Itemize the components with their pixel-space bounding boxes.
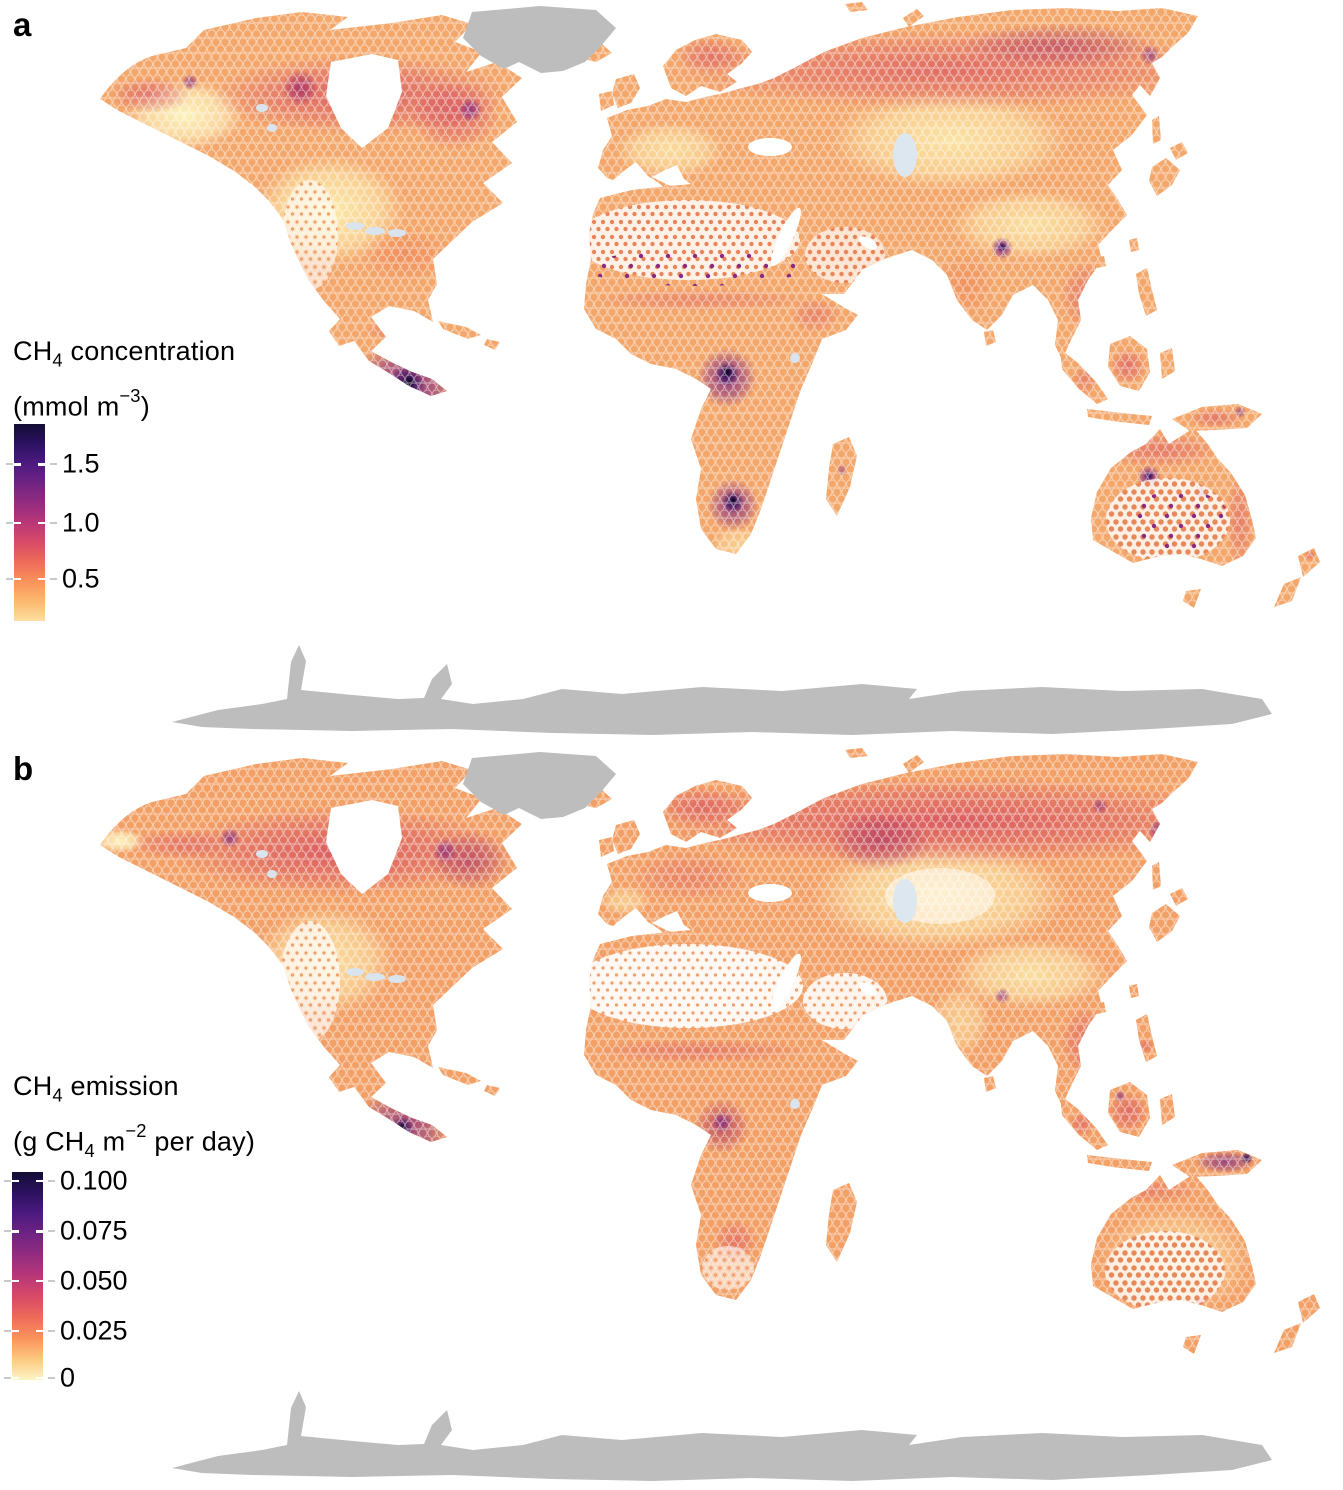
legend-units-b: (g CH4 m−2 per day) xyxy=(13,1120,256,1162)
colorbar-tick xyxy=(4,1376,11,1379)
colorbar-tick-label: 0.5 xyxy=(62,563,100,594)
legend-title-line1-b: CH4 emission xyxy=(13,1071,179,1106)
panel-label-a: a xyxy=(13,6,32,43)
legend-title-a: CH4 concentration (mmol m−3) xyxy=(13,333,235,425)
colorbar-tick xyxy=(6,521,13,524)
colorbar-tick xyxy=(38,463,45,466)
colorbar-b: 0.100 0.075 0.050 0.025 0 xyxy=(4,1165,128,1392)
legend-title-b: CH4 emission (g CH4 m−2 per day) xyxy=(13,1068,255,1170)
colorbar-tick-label: 0.075 xyxy=(60,1215,128,1246)
colorbar-tick xyxy=(12,1329,19,1333)
colorbar-tick xyxy=(48,1376,55,1379)
sea-shapes xyxy=(326,54,917,267)
colorbar-tick xyxy=(12,1376,19,1380)
sea-shapes xyxy=(326,800,917,1013)
colorbar-tick xyxy=(36,1376,43,1380)
legend-title-line1-a: CH4 concentration xyxy=(13,336,236,371)
colorbar-tick-label: 1.5 xyxy=(62,448,100,479)
colorbar-tick xyxy=(4,1179,11,1182)
colorbar-tick xyxy=(48,1230,55,1233)
colorbar-tick xyxy=(38,521,45,525)
colorbar-tick xyxy=(4,1329,11,1332)
colorbar-tick xyxy=(6,577,13,580)
colorbar-tick xyxy=(14,577,21,581)
panel-label-b: b xyxy=(13,750,34,787)
colorbar-tick xyxy=(12,1230,19,1233)
colorbar-tick xyxy=(36,1179,43,1183)
colorbar-labels-a: 1.5 1.0 0.5 xyxy=(62,424,182,621)
colorbar-tick-label: 0 xyxy=(60,1362,76,1393)
colorbar-tick xyxy=(12,1179,19,1183)
colorbar-gradient-b xyxy=(12,1172,43,1380)
colorbar-labels-b: 0.100 0.075 0.050 0.025 0 xyxy=(60,1165,180,1392)
legend-units-a: (mmol m−3) xyxy=(13,385,150,423)
colorbar-tick xyxy=(50,463,57,466)
colorbar-tick-label: 1.0 xyxy=(62,507,100,538)
colorbar-a: 1.5 1.0 0.5 xyxy=(6,424,100,621)
lakes xyxy=(256,850,800,1109)
colorbar-tick xyxy=(48,1279,55,1282)
colorbar-tick xyxy=(48,1329,55,1332)
colorbar-tick-label: 0.050 xyxy=(60,1265,128,1296)
colorbar-tick xyxy=(36,1279,43,1282)
colorbar-tick xyxy=(6,463,13,466)
colorbar-tick-label: 0.100 xyxy=(60,1165,128,1196)
colorbar-tick xyxy=(4,1279,11,1282)
colorbar-tick xyxy=(36,1230,43,1233)
lakes xyxy=(256,104,800,363)
colorbar-tick xyxy=(14,521,21,525)
colorbar-tick xyxy=(50,577,57,580)
colorbar-tick xyxy=(4,1230,11,1233)
colorbar-tick xyxy=(48,1179,55,1182)
colorbar-tick xyxy=(38,577,45,581)
colorbar-tick-label: 0.025 xyxy=(60,1315,128,1346)
colorbar-tick xyxy=(12,1279,19,1282)
colorbar-tick xyxy=(50,521,57,524)
colorbar-tick xyxy=(14,463,21,466)
colorbar-tick xyxy=(36,1329,43,1333)
